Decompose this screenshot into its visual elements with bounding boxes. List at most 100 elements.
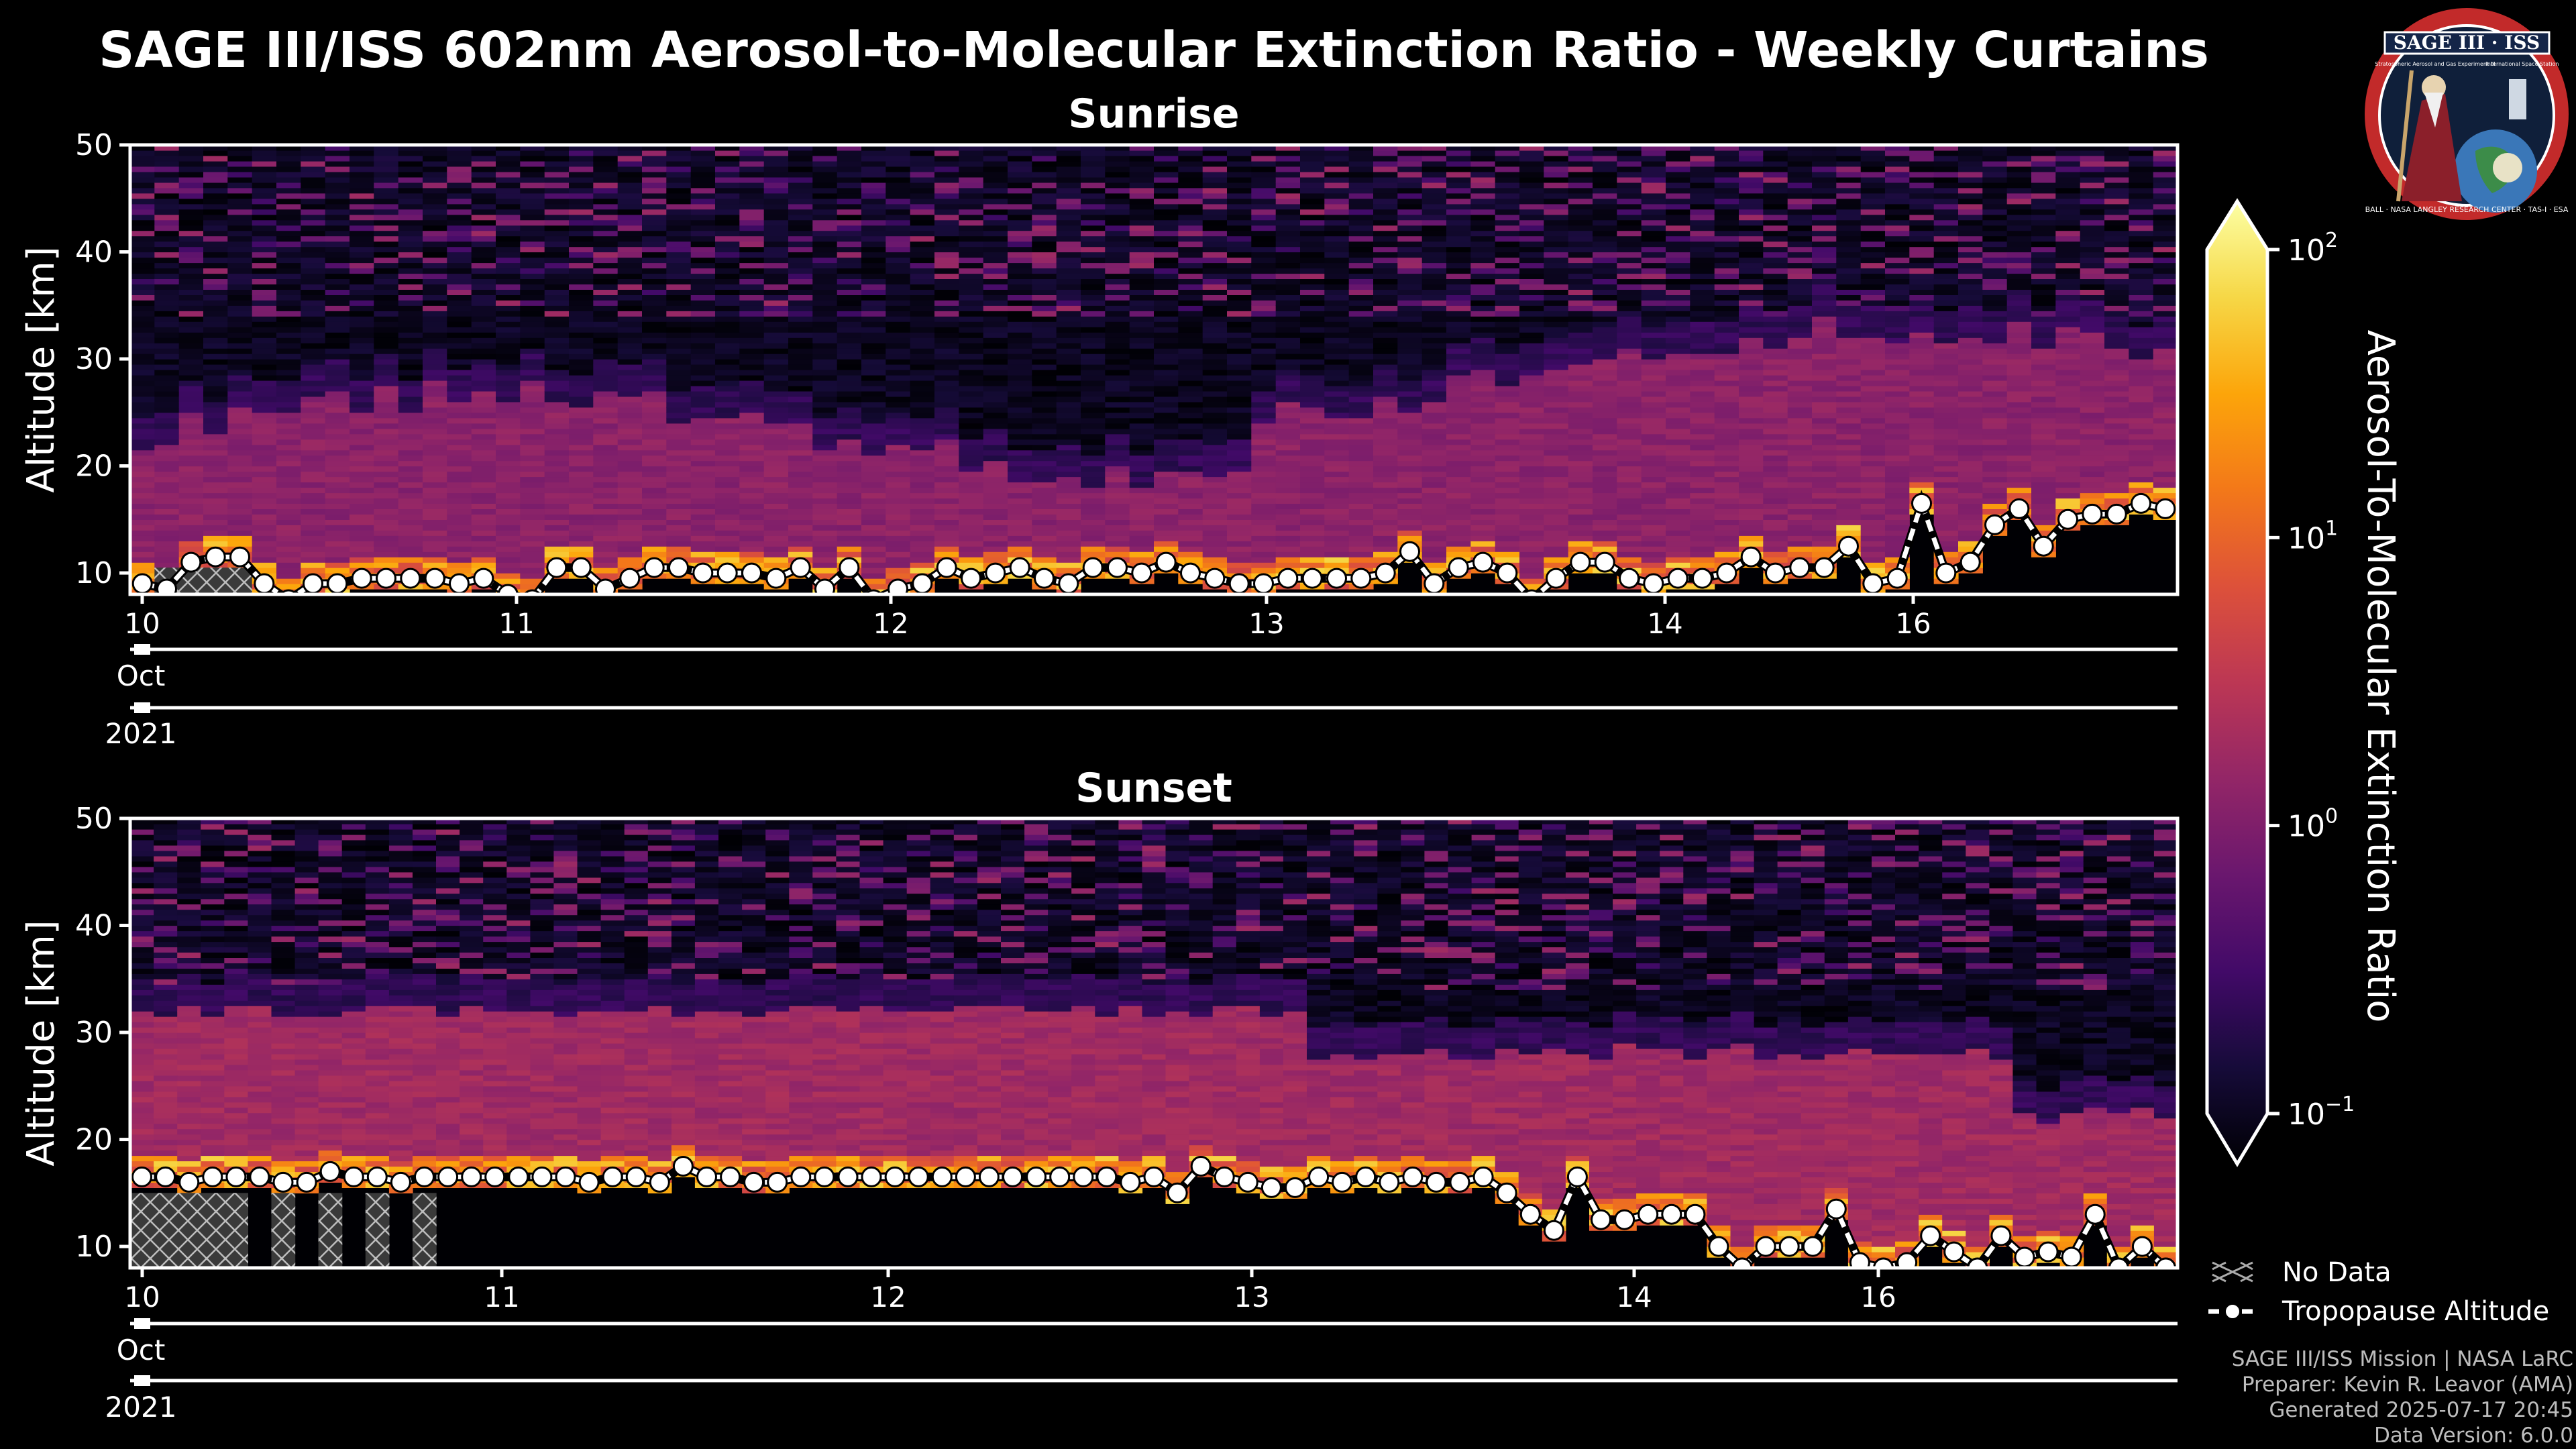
heatmap-cell [1421,235,1447,242]
heatmap-cell [934,546,959,552]
heatmap-cell [1593,343,1617,349]
heatmap-cell [423,321,447,327]
heatmap-cell [569,525,594,531]
heatmap-cell [447,380,472,386]
heatmap-cell [1251,364,1277,370]
heatmap-cell [1129,370,1155,376]
heatmap-cell [690,476,716,483]
heatmap-cell [1129,385,1155,392]
heatmap-cell [1081,321,1106,327]
heatmap-cell [398,476,423,483]
heatmap-cell [1129,278,1155,284]
heatmap-cell [1348,241,1374,248]
heatmap-cell [837,252,862,258]
heatmap-cell [1178,385,1203,392]
heatmap-cell [1129,209,1155,215]
heatmap-cell [301,370,326,376]
heatmap-cell [1105,407,1130,413]
heatmap-cell [1251,385,1277,392]
heatmap-cell [1495,551,1520,557]
heatmap-cell [301,449,326,456]
heatmap-cell [934,150,959,156]
heatmap-cell [1300,492,1325,499]
heatmap-cell [763,359,789,365]
heatmap-cell [593,203,619,210]
heatmap-cell [1519,171,1544,178]
heatmap-cell [617,514,643,520]
heatmap-cell [1178,225,1203,231]
heatmap-cell [1105,246,1130,253]
heatmap-cell [569,337,594,343]
heatmap-cell [1300,219,1325,226]
heatmap-cell [1105,508,1130,515]
heatmap-cell [885,316,911,322]
heatmap-cell [276,316,301,322]
heatmap-cell [1008,482,1032,488]
heatmap-cell [1544,471,1569,478]
heatmap-cell [1348,396,1374,402]
heatmap-cell [1568,289,1593,295]
heatmap-cell [1519,584,1544,590]
heatmap-cell [934,449,959,456]
heatmap-cell [666,385,692,392]
heatmap-cell [1227,562,1252,568]
heatmap-cell [617,273,643,279]
heatmap-cell [1300,235,1325,242]
heatmap-cell [593,278,619,284]
heatmap-cell [666,476,692,483]
heatmap-cell [1397,390,1423,397]
heatmap-cell [423,348,447,354]
heatmap-cell [1227,370,1252,376]
heatmap-cell [1446,428,1471,435]
heatmap-cell [837,278,862,284]
heatmap-cell [1373,364,1398,370]
heatmap-cell [739,546,765,552]
heatmap-cell [1154,439,1179,445]
heatmap-cell [325,203,350,210]
heatmap-cell [690,214,716,221]
heatmap-cell [252,433,277,440]
heatmap-cell [471,284,496,290]
heatmap-cell [1446,171,1471,178]
heatmap-cell [1032,193,1057,199]
heatmap-cell [934,246,959,253]
heatmap-cell [496,332,521,338]
heatmap-cell [763,487,789,494]
heatmap-cell [593,182,619,189]
heatmap-cell [1154,289,1179,295]
heatmap-cell [178,439,204,445]
heatmap-cell [715,305,740,311]
heatmap-cell [1446,444,1471,451]
heatmap-cell [1105,551,1130,557]
heatmap-cell [1300,160,1325,167]
heatmap-cell [788,541,813,547]
heatmap-cell [154,423,180,429]
heatmap-cell [910,198,935,205]
heatmap-cell [837,396,862,402]
heatmap-cell [1251,370,1277,376]
heatmap-cell [788,508,813,515]
heatmap-cell [715,428,740,435]
heatmap-cell [666,257,692,264]
heatmap-cell [1251,541,1277,547]
heatmap-cell [593,530,619,536]
heatmap-cell [471,193,496,199]
heatmap-cell [520,321,545,327]
heatmap-cell [1056,380,1081,386]
heatmap-cell [1056,316,1081,322]
heatmap-cell [203,476,228,483]
heatmap-cell [301,160,326,167]
heatmap-cell [447,433,472,440]
heatmap-cell [276,455,301,462]
heatmap-cell [520,573,545,579]
heatmap-cell [252,182,277,189]
heatmap-cell [642,209,667,215]
heatmap-cell [1421,380,1447,386]
heatmap-cell [1421,294,1447,301]
heatmap-cell [1300,321,1325,327]
heatmap-cell [1202,407,1228,413]
heatmap-cell [983,498,1008,504]
heatmap-cell [569,262,594,269]
heatmap-cell [1470,417,1496,424]
heatmap-cell [1421,492,1447,499]
